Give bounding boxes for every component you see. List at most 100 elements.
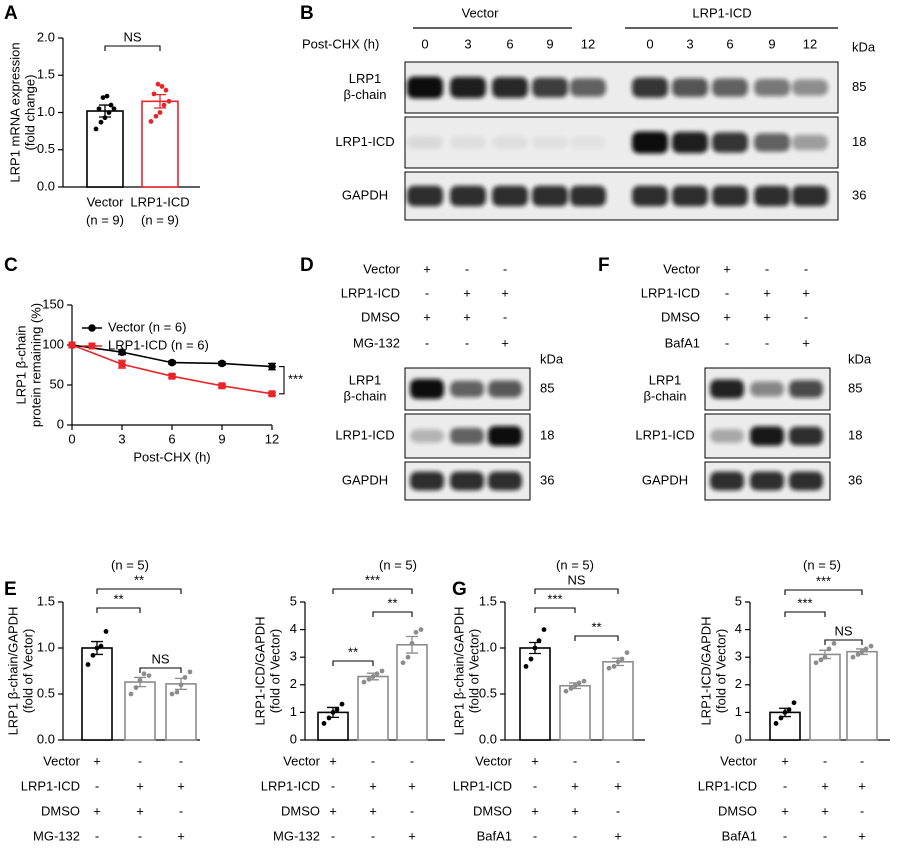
kda-label: kDa (852, 39, 876, 54)
data-point (786, 707, 792, 713)
data-point (366, 676, 372, 682)
y-tick-label: 0 (735, 731, 742, 746)
condition-sign: - (503, 309, 507, 324)
condition-sign: - (804, 261, 808, 276)
condition-sign: - (371, 828, 375, 843)
data-point (581, 678, 587, 684)
condition-sign: + (858, 828, 866, 843)
condition-label: DMSO (361, 309, 400, 324)
data-point (133, 685, 139, 690)
data-point (182, 675, 188, 680)
condition-label: LRP1-ICD (641, 285, 700, 300)
data-point (523, 664, 529, 669)
band (672, 78, 708, 97)
y-tick-label: 0.0 (37, 731, 55, 746)
condition-label: MG-132 (273, 828, 320, 843)
data-point (379, 668, 385, 674)
condition-sign: - (765, 335, 769, 350)
condition-sign: - (725, 335, 729, 350)
data-point (98, 643, 104, 649)
band (712, 78, 748, 97)
category-note: (n = 9) (141, 212, 179, 227)
data-point (168, 358, 176, 367)
panel-letter: B (300, 3, 314, 24)
data-point (528, 656, 534, 662)
condition-label: MG-132 (33, 828, 80, 843)
lane-label: 12 (581, 36, 595, 51)
data-point (576, 680, 582, 686)
condition-label: LRP1-ICD (698, 778, 757, 793)
condition-sign: - (138, 753, 142, 768)
data-point (157, 110, 163, 115)
condition-sign: + (463, 285, 471, 300)
condition-sign: - (573, 828, 577, 843)
band (710, 471, 744, 491)
band (492, 136, 528, 149)
band (792, 79, 828, 96)
category-note: (n = 9) (86, 212, 124, 227)
significance-label: NS (151, 651, 169, 666)
band (632, 131, 668, 154)
data-point (108, 102, 114, 108)
blot-row-label: GAPDH (342, 472, 388, 487)
data-point (90, 652, 96, 658)
data-point (361, 679, 367, 685)
condition-sign: + (369, 778, 377, 793)
lane-label: 6 (506, 36, 513, 51)
y-tick-label: 2 (290, 676, 297, 691)
data-point (141, 671, 147, 677)
y-tick-label: 0.0 (479, 731, 497, 746)
band (450, 380, 484, 398)
condition-label: LRP1-ICD (261, 778, 320, 793)
data-point (541, 627, 547, 632)
data-point (98, 119, 104, 125)
data-point (321, 721, 327, 726)
condition-sign: - (616, 753, 620, 768)
blot-row-label: LRP1 (349, 372, 382, 387)
data-point (218, 382, 226, 390)
y-tick-label: 2.0 (37, 29, 55, 44)
band (532, 77, 568, 98)
band (672, 185, 708, 207)
band (450, 427, 484, 445)
data-point (418, 627, 424, 632)
condition-sign: + (501, 335, 509, 350)
significance-label: ** (591, 619, 601, 634)
y-tick-label: 3 (735, 649, 742, 664)
significance-bracket (574, 635, 619, 641)
condition-sign: + (329, 753, 337, 768)
data-point (413, 629, 419, 635)
condition-sign: - (465, 261, 469, 276)
condition-sign: - (331, 778, 335, 793)
x-tick-label: 0 (68, 431, 75, 446)
blot-row-label: GAPDH (342, 187, 388, 202)
condition-sign: - (783, 778, 787, 793)
group-label: Vector (462, 5, 500, 20)
band (792, 185, 828, 207)
condition-sign: - (533, 778, 537, 793)
blot-row-label: LRP1-ICD (335, 134, 394, 149)
significance-bracket (372, 611, 413, 617)
kda-label: kDa (848, 351, 872, 366)
condition-sign: - (823, 828, 827, 843)
condition-sign: + (531, 803, 539, 818)
data-point (773, 721, 779, 726)
bar (602, 660, 634, 741)
condition-sign: - (783, 828, 787, 843)
significance-bracket (784, 589, 863, 595)
chart-title: (n = 5) (379, 557, 417, 572)
condition-sign: + (781, 803, 789, 818)
condition-sign: + (93, 803, 101, 818)
data-point (111, 106, 117, 112)
significance-bracket (96, 588, 182, 594)
condition-sign: - (465, 335, 469, 350)
y-tick-label: 1.0 (479, 639, 497, 654)
band (410, 379, 444, 399)
data-point (330, 710, 336, 715)
condition-sign: + (329, 803, 337, 818)
band (532, 136, 568, 149)
band (410, 471, 444, 491)
data-point (563, 688, 569, 694)
condition-sign: + (763, 285, 771, 300)
condition-label: DMSO (473, 803, 512, 818)
